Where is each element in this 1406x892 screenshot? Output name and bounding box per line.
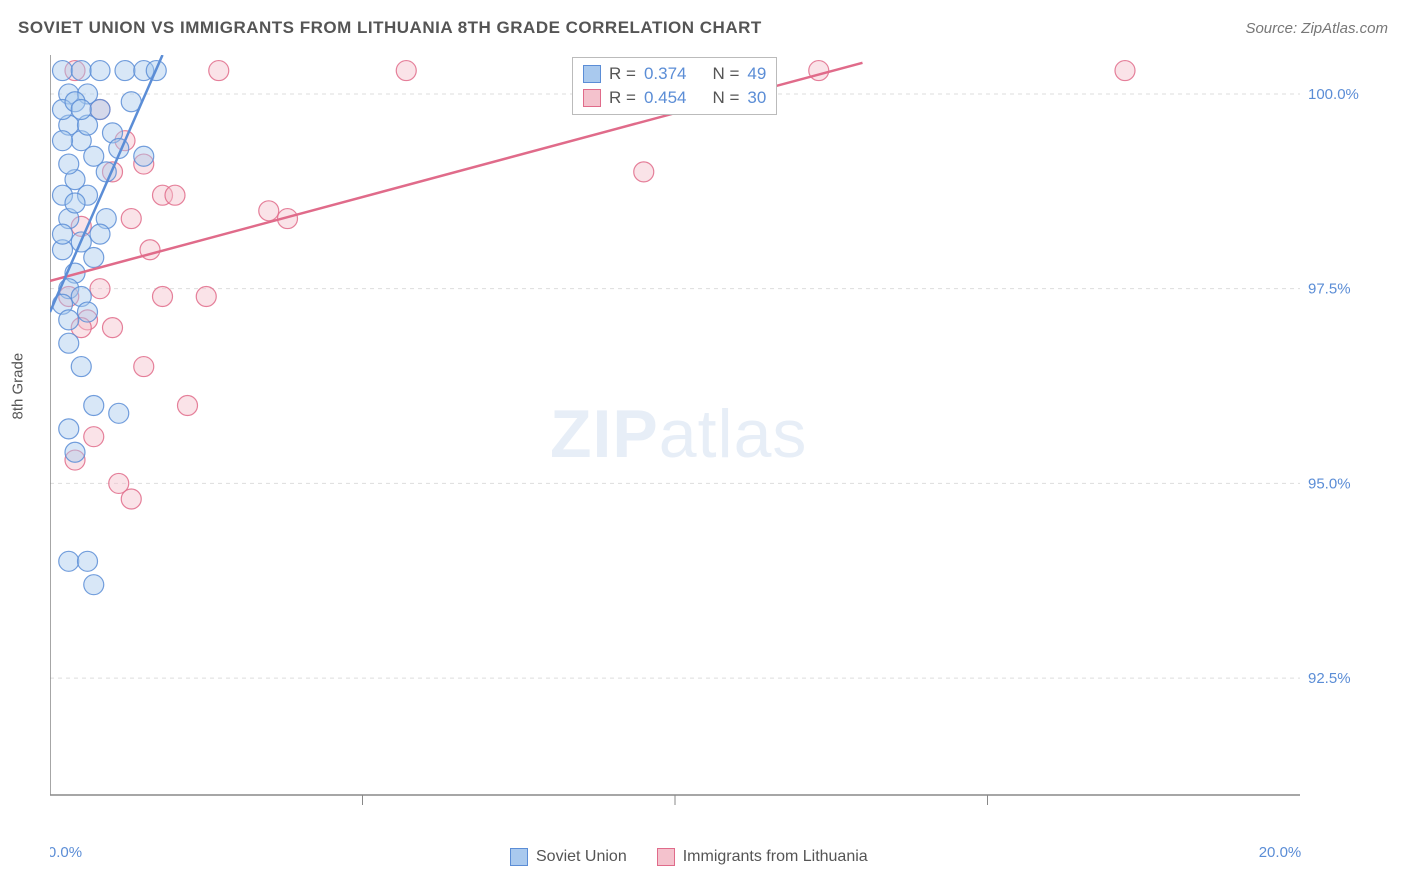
svg-text:97.5%: 97.5%: [1308, 281, 1351, 298]
chart-title: SOVIET UNION VS IMMIGRANTS FROM LITHUANI…: [18, 18, 762, 38]
svg-text:100.0%: 100.0%: [1308, 86, 1359, 103]
legend-swatch-a: [510, 848, 528, 866]
svg-text:95.0%: 95.0%: [1308, 475, 1351, 492]
stats-r-value-a: 0.374: [644, 62, 687, 86]
legend-label-b: Immigrants from Lithuania: [683, 845, 868, 869]
scatter-plot-svg: 92.5% 95.0% 97.5% 100.0% 0.0% 20.0%: [50, 55, 1370, 875]
stats-n-label: N =: [712, 62, 739, 86]
stats-n-value-b: 30: [747, 86, 766, 110]
stats-r-label: R =: [609, 86, 636, 110]
stats-r-label: R =: [609, 62, 636, 86]
stats-row-series-b: R = 0.454 N = 30: [583, 86, 766, 110]
stats-swatch-a: [583, 65, 601, 83]
svg-text:0.0%: 0.0%: [50, 844, 82, 861]
stats-r-value-b: 0.454: [644, 86, 687, 110]
legend-item-lithuania: Immigrants from Lithuania: [657, 845, 868, 869]
stats-swatch-b: [583, 89, 601, 107]
stats-n-value-a: 49: [747, 62, 766, 86]
legend-label-a: Soviet Union: [536, 845, 627, 869]
svg-text:92.5%: 92.5%: [1308, 670, 1351, 687]
svg-text:20.0%: 20.0%: [1259, 844, 1302, 861]
stats-n-label: N =: [712, 86, 739, 110]
stats-row-series-a: R = 0.374 N = 49: [583, 62, 766, 86]
correlation-stats-box: R = 0.374 N = 49 R = 0.454 N = 30: [572, 57, 777, 115]
y-axis-label: 8th Grade: [10, 353, 27, 420]
legend-item-soviet-union: Soviet Union: [510, 845, 627, 869]
source-attribution: Source: ZipAtlas.com: [1245, 20, 1388, 37]
chart-area: 92.5%95.0%97.5%100.0%0.0%20.0% ZIPatlas …: [50, 55, 1370, 835]
legend-swatch-b: [657, 848, 675, 866]
bottom-legend: Soviet Union Immigrants from Lithuania: [510, 845, 868, 869]
